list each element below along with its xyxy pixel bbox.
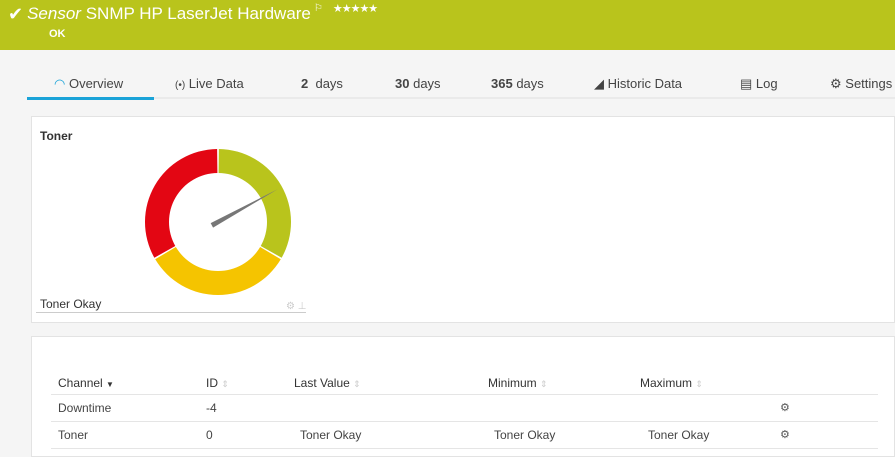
col-minimum[interactable]: Minimum ⇕ xyxy=(488,372,640,395)
sensor-title: Sensor SNMP HP LaserJet Hardware xyxy=(27,3,311,25)
tab-label: days xyxy=(315,76,343,91)
tab-num: 365 xyxy=(491,76,513,91)
tab-label: Log xyxy=(755,76,778,91)
tab-label: Overview xyxy=(68,76,124,91)
tab-log[interactable]: ▤ Log xyxy=(740,76,778,92)
header-label: Maximum xyxy=(640,375,693,390)
gauge-chart xyxy=(144,149,291,295)
tab-overview[interactable]: ◠ Overview xyxy=(26,76,155,100)
sensor-header: ✔ Sensor SNMP HP LaserJet Hardware ⚐ ★★★… xyxy=(0,0,895,50)
tab-label: days xyxy=(516,76,544,91)
tab-num: 2 xyxy=(301,76,309,91)
chart-icon: ◢ xyxy=(594,76,604,91)
gauge-segment xyxy=(155,247,281,295)
gear-icon: ⚙ xyxy=(830,76,842,91)
tab-historic-data[interactable]: ◢ Historic Data xyxy=(594,76,682,92)
tab-bar: ◠ Overview (•) Live Data 2 days 30 days … xyxy=(0,70,895,100)
col-last-value[interactable]: Last Value ⇕ xyxy=(294,372,488,395)
col-id[interactable]: ID ⇕ xyxy=(206,372,294,395)
table-header: Channel ▼ ID ⇕ Last Value ⇕ Minimum ⇕ Ma… xyxy=(51,372,878,395)
cell-max xyxy=(640,394,780,422)
sort-desc-icon: ▼ xyxy=(106,379,114,389)
cell-max: Toner Okay xyxy=(640,421,780,449)
col-channel[interactable]: Channel ▼ xyxy=(51,372,206,395)
live-data-icon: (•) xyxy=(175,80,186,91)
cell-id: -4 xyxy=(206,394,294,422)
tab-30-days[interactable]: 30 days xyxy=(395,76,441,91)
table-row[interactable]: Toner 0 Toner Okay Toner Okay Toner Okay… xyxy=(51,421,878,449)
cell-channel[interactable]: Downtime xyxy=(51,394,206,422)
tab-label: Live Data xyxy=(188,76,244,91)
pin-icon[interactable]: ⊥ xyxy=(297,301,307,312)
check-icon: ✔ xyxy=(8,4,24,24)
gauge-segment xyxy=(144,149,218,258)
sensor-word: Sensor xyxy=(27,4,81,23)
tab-live-data[interactable]: (•) Live Data xyxy=(175,76,244,91)
divider xyxy=(36,312,306,313)
cell-id: 0 xyxy=(206,421,294,449)
col-maximum[interactable]: Maximum ⇕ xyxy=(640,372,780,395)
tab-underline xyxy=(27,97,895,99)
cell-min: Toner Okay xyxy=(488,421,640,449)
channel-table: Channel ▼ ID ⇕ Last Value ⇕ Minimum ⇕ Ma… xyxy=(51,372,878,449)
tab-label: days xyxy=(413,76,441,91)
header-label: Channel xyxy=(58,375,103,390)
tab-2-days[interactable]: 2 days xyxy=(301,76,343,91)
gauge-panel: Toner Toner Okay ⚙ ⊥ xyxy=(31,116,895,323)
cell-channel[interactable]: Toner xyxy=(51,421,206,449)
flag-icon[interactable]: ⚐ xyxy=(313,3,323,14)
sort-icon: ⇕ xyxy=(221,378,229,389)
sort-icon: ⇕ xyxy=(695,378,703,389)
gauge-needle xyxy=(210,189,278,228)
tab-365-days[interactable]: 365 days xyxy=(491,76,544,91)
sensor-title-row: ✔ Sensor SNMP HP LaserJet Hardware ⚐ ★★★… xyxy=(8,3,378,25)
gear-icon[interactable]: ⚙ xyxy=(286,301,295,312)
sensor-name: SNMP HP LaserJet Hardware xyxy=(85,4,311,23)
header-label: ID xyxy=(206,375,218,390)
gauge-segment xyxy=(218,149,291,258)
sort-icon: ⇕ xyxy=(540,378,548,389)
gauge-value-label: Toner Okay xyxy=(40,297,102,311)
col-actions xyxy=(780,372,878,395)
cell-last xyxy=(294,394,488,422)
cell-min xyxy=(488,394,640,422)
priority-stars[interactable]: ★★★★★ xyxy=(332,3,378,15)
tab-settings[interactable]: ⚙ Settings xyxy=(830,76,892,92)
gauge-title: Toner xyxy=(40,129,73,143)
tab-label: Historic Data xyxy=(607,76,683,91)
status-text: OK xyxy=(49,28,66,40)
channel-panel: Channel ▼ ID ⇕ Last Value ⇕ Minimum ⇕ Ma… xyxy=(31,336,895,457)
table-row[interactable]: Downtime -4 ⚙ xyxy=(51,394,878,422)
channel-settings-icon[interactable]: ⚙ xyxy=(780,394,878,422)
gauge-icon: ◠ xyxy=(54,76,66,91)
tab-num: 30 xyxy=(395,76,410,91)
log-icon: ▤ xyxy=(740,76,753,91)
tab-label: Settings xyxy=(845,76,893,91)
sort-icon: ⇕ xyxy=(353,378,361,389)
header-label: Minimum xyxy=(488,375,537,390)
cell-last: Toner Okay xyxy=(294,421,488,449)
header-label: Last Value xyxy=(294,375,350,390)
channel-settings-icon[interactable]: ⚙ xyxy=(780,421,878,449)
gauge-tools: ⚙ ⊥ xyxy=(286,301,306,312)
